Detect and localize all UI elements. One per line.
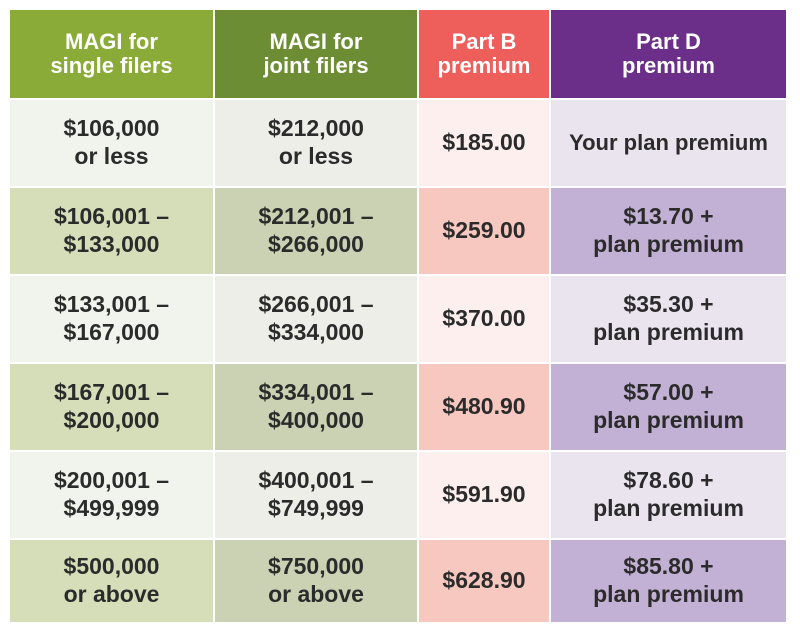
table-cell-part-d: Your plan premium <box>551 98 786 186</box>
table-cell-single: $106,000 or less <box>10 98 213 186</box>
table-cell-part-d: $85.80 + plan premium <box>551 538 786 622</box>
table-cell-single: $106,001 – $133,000 <box>10 186 213 274</box>
table-cell-joint: $212,000 or less <box>215 98 417 186</box>
table-cell-part-d: $78.60 + plan premium <box>551 450 786 538</box>
table-cell-part-d: $13.70 + plan premium <box>551 186 786 274</box>
table-cell-part-b: $259.00 <box>419 186 549 274</box>
table-cell-part-b: $480.90 <box>419 362 549 450</box>
table-cell-part-b: $370.00 <box>419 274 549 362</box>
table-cell-single: $500,000 or above <box>10 538 213 622</box>
header-joint-filers: MAGI for joint filers <box>215 10 417 98</box>
header-part-d-premium: Part D premium <box>551 10 786 98</box>
table-cell-joint: $400,001 – $749,999 <box>215 450 417 538</box>
table-cell-part-b: $628.90 <box>419 538 549 622</box>
table-cell-part-d: $57.00 + plan premium <box>551 362 786 450</box>
header-single-filers: MAGI for single filers <box>10 10 213 98</box>
table-cell-joint: $750,000 or above <box>215 538 417 622</box>
table-cell-single: $167,001 – $200,000 <box>10 362 213 450</box>
table-cell-single: $200,001 – $499,999 <box>10 450 213 538</box>
table-cell-part-d: $35.30 + plan premium <box>551 274 786 362</box>
header-part-b-premium: Part B premium <box>419 10 549 98</box>
premium-table: MAGI for single filers MAGI for joint fi… <box>10 10 786 622</box>
table-cell-joint: $212,001 – $266,000 <box>215 186 417 274</box>
table-cell-part-b: $185.00 <box>419 98 549 186</box>
table-cell-part-b: $591.90 <box>419 450 549 538</box>
table-cell-joint: $266,001 – $334,000 <box>215 274 417 362</box>
table-cell-single: $133,001 – $167,000 <box>10 274 213 362</box>
table-cell-joint: $334,001 – $400,000 <box>215 362 417 450</box>
